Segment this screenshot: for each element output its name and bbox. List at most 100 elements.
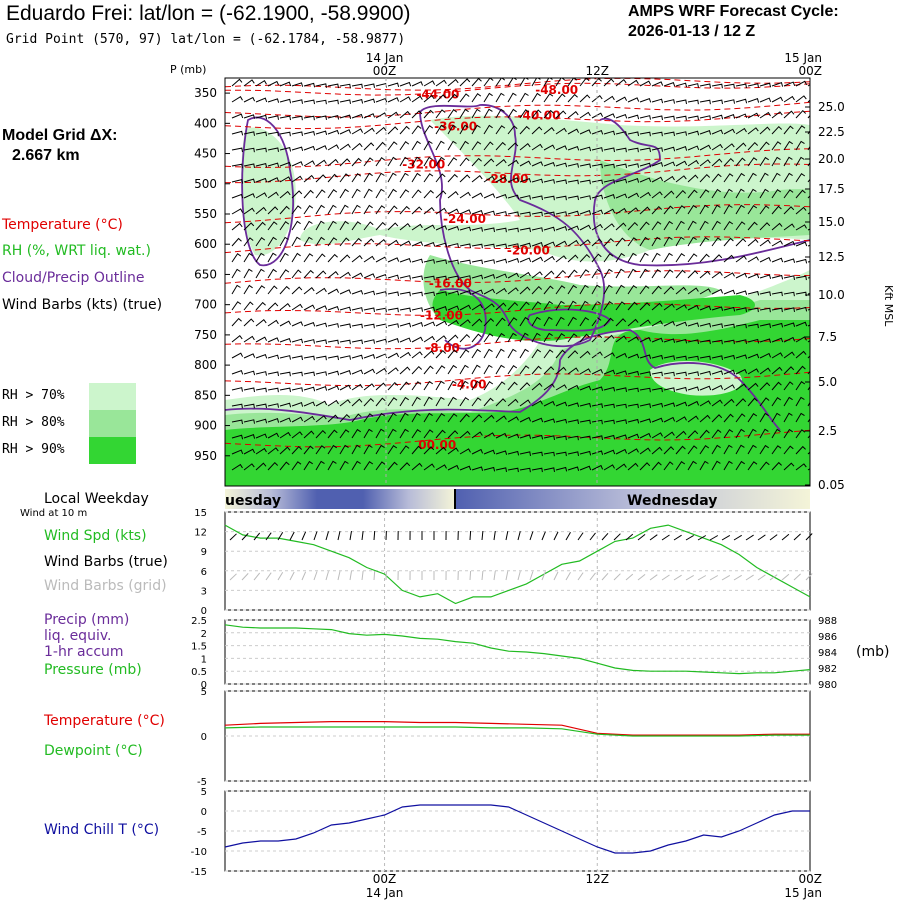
wind-barb-true [589, 532, 596, 541]
wind-barb [231, 147, 243, 153]
wind-barb [279, 269, 290, 279]
wind-barb [267, 337, 280, 343]
wind-barb [627, 252, 637, 263]
wind-barb [735, 413, 746, 423]
wind-barb [795, 275, 807, 281]
pressure-tick-label: 600 [194, 237, 217, 251]
wind-barb [423, 350, 435, 359]
wind-barb [507, 258, 520, 263]
wind-barb [423, 463, 435, 471]
wind-barb [495, 243, 507, 249]
wind-barb [771, 222, 783, 231]
wind-barb [579, 253, 591, 263]
wind-barb [543, 126, 555, 135]
wind-barb [399, 240, 412, 247]
wind-barb [507, 364, 518, 375]
wind-barb [531, 365, 542, 375]
wind-barb [423, 396, 433, 407]
wind-barb [651, 285, 662, 295]
wind-barb [411, 462, 423, 471]
wind-barb [483, 124, 493, 135]
temperature-contour [225, 148, 810, 168]
wind-barb [771, 291, 783, 297]
pressure-right-tick: 984 [818, 648, 837, 659]
temperature-contour [225, 236, 810, 254]
wind-barb [363, 307, 375, 313]
wind-barb-true [733, 534, 742, 541]
wind-barb [519, 92, 529, 103]
top-hour-label: 12Z [586, 64, 610, 78]
wind-barb [231, 268, 241, 279]
wind-barb [399, 462, 411, 471]
wind-barb [459, 413, 470, 423]
wind-barb [663, 416, 676, 423]
wind-barb [651, 417, 664, 423]
wind-barb [555, 127, 567, 135]
temperature-contour [225, 110, 810, 130]
wind-barb [711, 143, 723, 151]
series-line [224, 721, 810, 736]
wind-barb-true [313, 531, 318, 541]
wind-barb [579, 284, 589, 295]
wind-barb [555, 110, 567, 119]
wind-barb [339, 83, 351, 89]
wind-barb [771, 461, 782, 471]
wind-barb-grid [697, 575, 707, 581]
wind-barb [747, 382, 759, 391]
wind-barb [711, 114, 724, 120]
wind-barb [711, 204, 721, 215]
wind-barb [711, 460, 721, 471]
wind-barb-grid [745, 574, 754, 581]
wind-barb [783, 291, 795, 297]
wind-barb [795, 241, 808, 247]
wind-barb [291, 416, 304, 423]
wind-barb [399, 445, 410, 455]
wind-barb [531, 227, 543, 232]
wind-barb [327, 253, 338, 263]
wind-barb [603, 163, 615, 169]
wind-barb [663, 146, 676, 152]
wind-barb [663, 99, 675, 104]
wind-barb [759, 126, 771, 135]
wind-barb [399, 322, 412, 328]
wind-barb [639, 403, 651, 408]
panel-tick-label: 2 [201, 629, 207, 640]
wind-barb [459, 140, 469, 151]
wind-barb [579, 368, 591, 375]
wind-barb [759, 82, 772, 88]
wind-barb [231, 130, 244, 136]
wind-barb [339, 204, 349, 215]
pressure-tick-label: 350 [194, 86, 217, 100]
wind-barb [339, 188, 349, 199]
wind-barb [279, 236, 289, 247]
wind-barb [327, 339, 339, 345]
wind-barb [255, 268, 265, 279]
wind-barb [651, 446, 663, 455]
kft-tick-label: 7.5 [818, 330, 837, 344]
wind-barb [315, 305, 328, 311]
wind-barb [411, 156, 421, 167]
wind-barb [423, 291, 435, 297]
wind-barb [759, 256, 772, 263]
wind-barb [603, 284, 613, 295]
pressure-tick-label: 450 [194, 147, 217, 161]
wind-barb [279, 205, 290, 215]
wind-barb [687, 371, 699, 376]
wind-barb [627, 433, 640, 439]
wind-barb [567, 466, 580, 471]
wind-barb [447, 78, 459, 87]
wind-barb [519, 301, 530, 311]
wind-barb [315, 99, 327, 105]
wind-barb-grid [733, 574, 742, 581]
wind-barb [507, 398, 519, 407]
wind-barb [279, 461, 290, 471]
wind-barb-grid [301, 571, 307, 581]
wind-barb [255, 206, 267, 215]
wind-barb [591, 268, 601, 279]
wind-barb [675, 252, 686, 263]
wind-barb [735, 98, 748, 104]
wind-barb [771, 337, 784, 343]
wind-barb [771, 141, 782, 151]
wind-barb [543, 226, 556, 232]
wind-barb [447, 108, 458, 119]
